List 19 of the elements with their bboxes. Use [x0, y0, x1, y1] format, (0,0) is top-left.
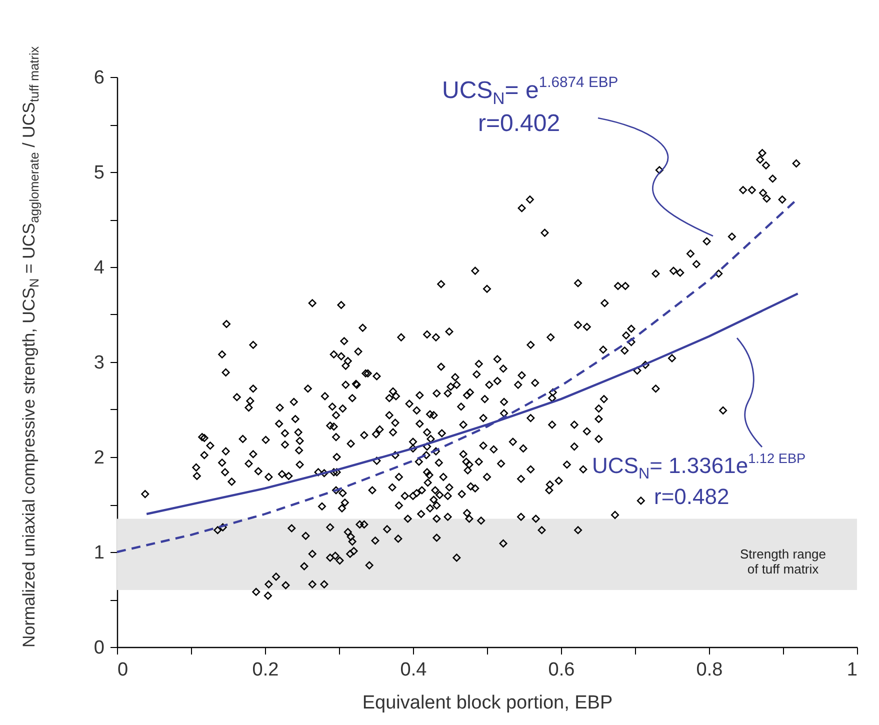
x-axis-title: Equivalent block portion, EBP [362, 692, 613, 714]
y-tick-label: 4 [94, 258, 105, 278]
annotation: UCS$_{N}$= 1.3361e$^{1.12 EBP}$ [592, 451, 806, 483]
annotation: r=0.402 [478, 110, 560, 137]
x-tick-label: 0.8 [696, 660, 723, 680]
band-label: Strength range of tuff matrix [740, 546, 826, 576]
x-tick-label: 0 [118, 660, 128, 680]
y-tick-label: 3 [94, 352, 104, 374]
y-tick-label: 2 [94, 448, 104, 468]
x-tick-label: 0.4 [400, 660, 428, 680]
annotation: UCS$_{N}$= e$^{1.6874 EBP}$ [442, 75, 618, 108]
y-tick-label: 5 [94, 162, 104, 184]
annotation: r=0.482 [654, 484, 730, 509]
x-tick-label: 0.6 [548, 660, 575, 680]
y-tick-label: 1 [94, 542, 104, 564]
y-tick-label: 0 [94, 638, 104, 658]
x-tick-label: 1 [846, 660, 858, 680]
y-tick-label: 6 [94, 68, 104, 88]
x-tick-label: 0.2 [252, 660, 279, 680]
